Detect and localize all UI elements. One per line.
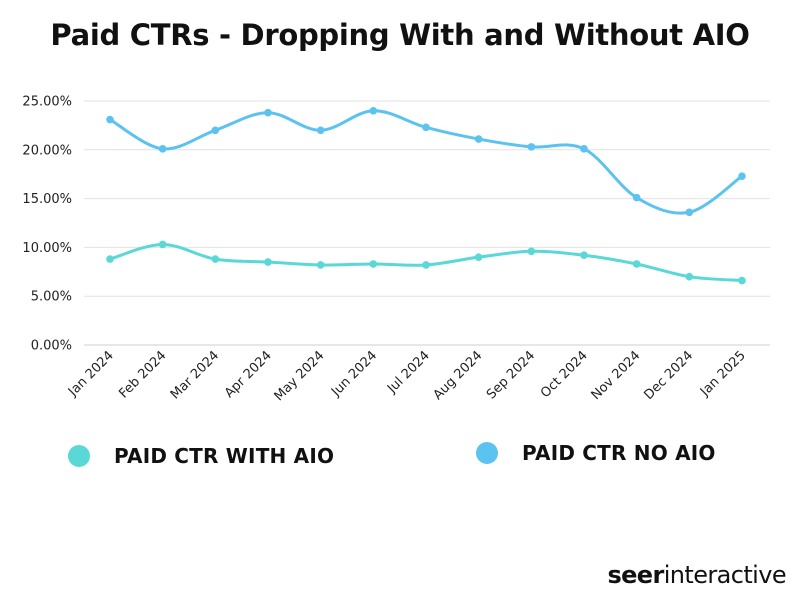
x-tick-label: Jun 2024 xyxy=(328,348,380,400)
data-point-with-aio xyxy=(685,272,694,281)
x-tick-label: Oct 2024 xyxy=(538,348,591,401)
y-tick-label: 5.00% xyxy=(31,290,72,305)
data-point-with-aio xyxy=(106,255,114,263)
data-point-with-aio xyxy=(527,247,536,256)
data-point-no-aio xyxy=(685,208,694,217)
data-point-with-aio xyxy=(580,251,588,260)
data-point-no-aio xyxy=(369,106,378,115)
data-point-with-aio xyxy=(264,258,272,266)
data-point-with-aio xyxy=(632,260,641,268)
y-tick-label: 15.00% xyxy=(22,192,72,207)
x-tick-label: Feb 2024 xyxy=(116,348,169,401)
data-point-no-aio xyxy=(474,135,483,143)
x-tick-label: Dec 2024 xyxy=(641,348,696,403)
data-point-with-aio xyxy=(422,261,430,269)
legend-swatch-with-aio xyxy=(68,445,90,467)
x-tick-label: Mar 2024 xyxy=(168,348,222,402)
x-tick-label: Nov 2024 xyxy=(589,348,644,403)
data-point-no-aio xyxy=(264,108,272,117)
data-point-no-aio xyxy=(527,143,536,151)
x-tick-label: Sep 2024 xyxy=(484,348,538,402)
x-tick-label: Jan 2024 xyxy=(65,348,117,400)
y-tick-label: 25.00% xyxy=(22,95,72,110)
data-point-no-aio xyxy=(580,145,588,153)
brand-logo: seerinteractive xyxy=(607,561,786,589)
x-tick-label: Jan 2025 xyxy=(697,348,749,400)
data-point-no-aio xyxy=(316,126,325,135)
x-tick-label: Aug 2024 xyxy=(431,348,486,403)
brand-logo-part2: interactive xyxy=(663,561,787,589)
y-tick-label: 20.00% xyxy=(22,143,72,158)
brand-logo-part1: seer xyxy=(607,561,664,589)
y-axis-ticks: 0.00% 5.00% 10.00% 15.00% 20.00% 25.00% xyxy=(22,95,72,354)
x-tick-label: May 2024 xyxy=(272,348,328,404)
data-point-with-aio xyxy=(158,240,167,249)
legend-label-with-aio: PAID CTR WITH AIO xyxy=(114,444,335,468)
gridlines xyxy=(84,100,770,346)
chart-title: Paid CTRs - Dropping With and Without AI… xyxy=(50,18,750,52)
x-tick-label: Jul 2024 xyxy=(384,348,433,397)
legend-swatch-no-aio xyxy=(476,442,498,464)
data-point-with-aio xyxy=(211,255,220,263)
data-point-no-aio xyxy=(632,193,641,202)
series-lines xyxy=(108,109,744,283)
x-tick-label: Apr 2024 xyxy=(222,348,275,401)
legend-item-no-aio: PAID CTR NO AIO xyxy=(476,441,716,465)
data-point-no-aio xyxy=(211,126,220,135)
data-point-no-aio xyxy=(738,172,746,180)
data-point-with-aio xyxy=(369,260,378,268)
data-point-with-aio xyxy=(474,253,483,261)
y-tick-label: 0.00% xyxy=(31,339,72,354)
data-point-no-aio xyxy=(158,145,167,153)
data-point-no-aio xyxy=(422,123,430,132)
data-point-no-aio xyxy=(106,115,114,124)
series-points xyxy=(106,106,746,285)
data-point-with-aio xyxy=(738,276,746,285)
y-tick-label: 10.00% xyxy=(22,241,72,256)
legend-item-with-aio: PAID CTR WITH AIO xyxy=(68,444,334,468)
legend-label-no-aio: PAID CTR NO AIO xyxy=(522,441,716,465)
data-point-with-aio xyxy=(316,261,325,269)
